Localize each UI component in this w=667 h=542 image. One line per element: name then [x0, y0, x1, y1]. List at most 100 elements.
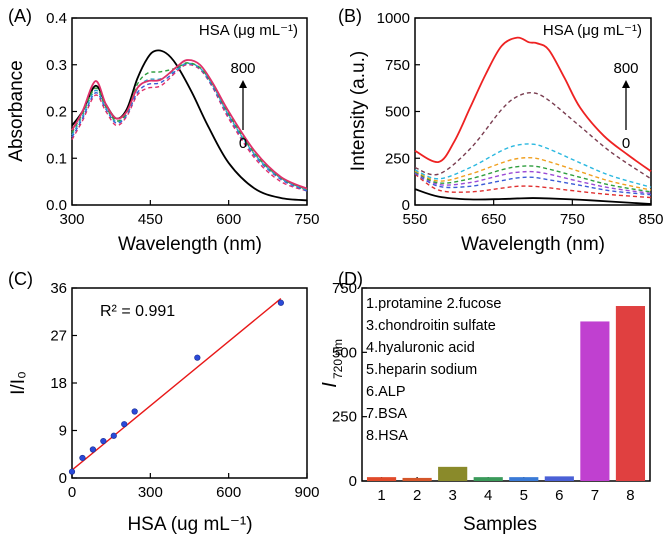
- panel-d-bar-1: [366, 477, 397, 481]
- panel-d-xlabel: Samples: [463, 514, 537, 535]
- panel-d-bar-4: [473, 477, 503, 481]
- panel-a-ytick-label: 0.4: [46, 10, 67, 27]
- panel-a-xtick-label: 300: [59, 211, 84, 228]
- panel-d-ytick-label: 250: [332, 409, 357, 426]
- panel-c-point: [89, 446, 96, 453]
- panel-b-ytick-label: 750: [385, 57, 410, 74]
- panel-d-xtick-label: 4: [484, 487, 492, 504]
- panel-d-legend: 1.protamine 2.fucose 3.chondroitin sulfat…: [366, 296, 501, 444]
- panel-c-ticks: 0 300 600 900 0 9 18 27 36: [50, 280, 319, 501]
- panel-b-series-line-3: [414, 172, 652, 196]
- panel-a-arrowhead-icon: [239, 80, 247, 88]
- panel-d-label: (D): [338, 269, 363, 289]
- panel-d-ylabel: I 720 nm: [319, 339, 345, 388]
- panel-b: (B) 550 650 750 850 0 250 500 750 1000 HSA (μg m…: [338, 6, 664, 255]
- panel-d-ytick-label: 500: [332, 344, 357, 361]
- panel-a-xlabel: Wavelength (nm): [118, 234, 262, 255]
- panel-c-series: [68, 298, 284, 475]
- panel-d-legend-entry: 6.ALP: [366, 384, 406, 400]
- panel-d-bar-3: [438, 466, 468, 481]
- panel-c-xlabel: HSA (ug mL⁻¹): [127, 514, 252, 535]
- panel-c-point: [110, 432, 117, 439]
- panel-d-bar-8: [615, 306, 646, 481]
- panel-a-ytick-label: 0.1: [46, 150, 67, 167]
- panel-d-xtick-label: 8: [626, 487, 634, 504]
- panel-b-series-line-5: [414, 165, 652, 193]
- panel-c-ytick-label: 27: [50, 328, 67, 345]
- panel-c-point: [79, 454, 86, 462]
- panel-b-ticks: 550 650 750 850 0 250 500 750 1000: [377, 10, 664, 228]
- panel-d-legend-entry: 3.chondroitin sulfate: [366, 318, 496, 334]
- panel-c-label: (C): [8, 269, 33, 289]
- panel-b-series-line-2: [414, 173, 652, 199]
- panel-a-series-line-3: [71, 63, 308, 192]
- panel-b-series-line-4: [414, 170, 652, 195]
- panel-d-ylabel-main: I: [319, 382, 341, 388]
- panel-d-xtick-label: 2: [413, 487, 421, 504]
- panel-c-point: [277, 299, 284, 306]
- panel-d-xtick-label: 1: [377, 487, 385, 504]
- panel-d-legend-entry: 4.hyaluronic acid: [366, 340, 475, 356]
- panel-c-annotation: R² = 0.991: [100, 303, 175, 320]
- panel-c-point: [100, 437, 107, 445]
- panel-c-xtick-label: 0: [68, 484, 76, 501]
- panel-c-ylabel: I/I₀: [8, 371, 29, 395]
- panel-b-xlabel: Wavelength (nm): [461, 234, 605, 255]
- panel-b-xtick-label: 750: [560, 211, 585, 228]
- panel-a-series-line-6: [71, 59, 308, 190]
- panel-a-arrow-bottom: 0: [239, 135, 247, 152]
- panel-c-xtick-label: 900: [294, 484, 319, 501]
- panel-b-arrow-top: 800: [613, 60, 638, 77]
- panel-b-series-line-8: [414, 91, 652, 180]
- panel-a-series-line-5: [71, 62, 308, 191]
- panel-a-label: (A): [8, 6, 32, 26]
- panel-d-xtick-label: 5: [520, 487, 528, 504]
- panel-c-xtick-label: 600: [216, 484, 241, 501]
- panel-c-fit-line: [71, 298, 282, 471]
- panel-a-ylabel: Absorbance: [6, 60, 27, 161]
- panel-a-ytick-label: 0.0: [46, 197, 67, 214]
- panel-d-ylabel-sub: 720 nm: [331, 339, 345, 379]
- panel-c-xtick-label: 300: [138, 484, 163, 501]
- panel-b-ytick-label: 0: [402, 197, 410, 214]
- panel-b-ytick-label: 1000: [377, 10, 410, 27]
- panel-a-series-line-1: [71, 49, 308, 202]
- panel-b-series-line-6: [414, 156, 652, 191]
- panel-c-ytick-label: 36: [50, 280, 67, 297]
- panel-b-arrow-bottom: 0: [622, 135, 630, 152]
- panel-a-xtick-label: 450: [138, 211, 163, 228]
- panel-d-series: [366, 306, 646, 481]
- panel-d-bar-2: [402, 477, 432, 481]
- panel-a-xtick-label: 600: [216, 211, 241, 228]
- panel-b-ylabel: Intensity (a.u.): [348, 51, 369, 171]
- panel-b-series-line-9: [414, 36, 652, 173]
- panel-a-ytick-label: 0.3: [46, 57, 67, 74]
- panel-d-legend-entry: 8.HSA: [366, 428, 408, 444]
- panel-c-ytick-label: 9: [59, 423, 67, 440]
- panel-d-xtick-label: 7: [591, 487, 599, 504]
- panel-d-bar-6: [544, 476, 574, 481]
- panel-c: (C) 0 300 600 900 0 9 18 27 36 R² = 0.991 HSA (u…: [8, 269, 320, 535]
- panel-d-xtick-label: 6: [555, 487, 563, 504]
- panel-b-arrowhead-icon: [622, 80, 630, 88]
- panel-d-bar-5: [509, 477, 539, 481]
- panel-d-legend-entry: 7.BSA: [366, 406, 407, 422]
- panel-a-ytick-label: 0.2: [46, 104, 67, 121]
- panel-c-point: [194, 354, 201, 361]
- panel-d-legend-entry: 5.heparin sodium: [366, 362, 477, 378]
- panel-c-point: [68, 468, 76, 475]
- panel-c-ytick-label: 0: [59, 470, 67, 487]
- panel-d: (D) 0 250 500 750 1 2 3 4 5 6 7 8 1.protamine 2.fuc…: [319, 269, 651, 535]
- panel-b-ytick-label: 500: [385, 104, 410, 121]
- panel-b-xtick-label: 550: [402, 211, 427, 228]
- panel-b-series: [414, 36, 652, 205]
- panel-d-bar-7: [580, 321, 610, 481]
- panel-c-ytick-label: 18: [50, 375, 67, 392]
- panel-a-xtick-label: 750: [294, 211, 319, 228]
- panel-b-series-line-1: [414, 188, 652, 205]
- panel-d-frame: [361, 287, 651, 482]
- panel-a-arrow-top: 800: [230, 60, 255, 77]
- panel-c-point: [121, 421, 128, 428]
- panel-d-ytick-label: 0: [349, 473, 357, 490]
